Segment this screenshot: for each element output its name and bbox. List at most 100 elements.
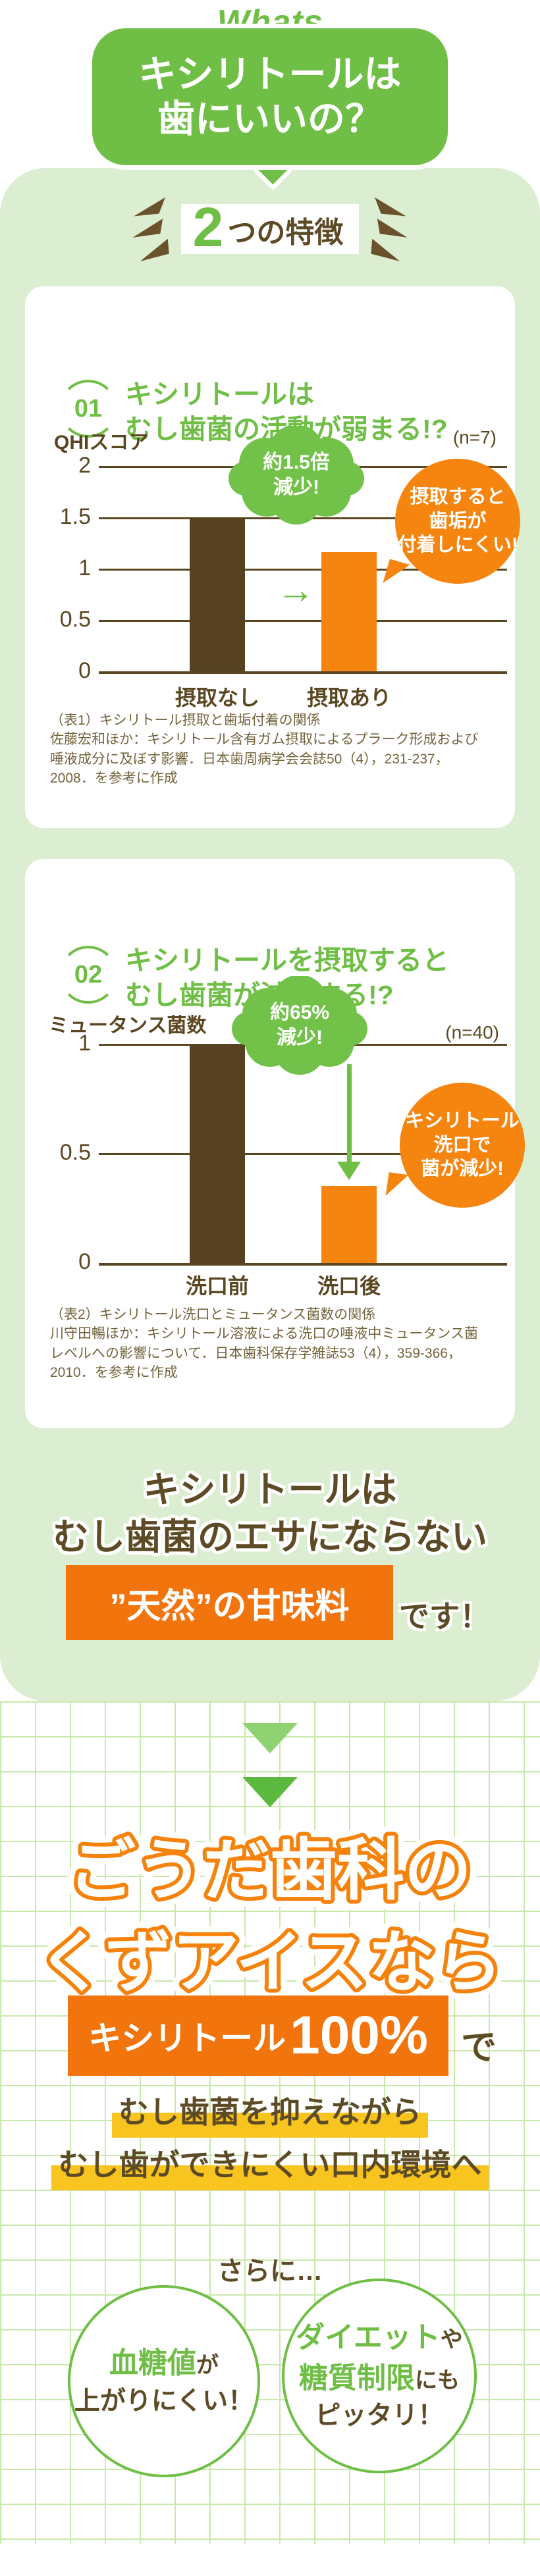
bar-before-rinse: [190, 1044, 245, 1263]
benefit1-sub: が: [196, 2352, 219, 2378]
benefit2-sub2: にも: [415, 2367, 460, 2393]
callout2-line: キシリトール: [404, 1110, 520, 1132]
y-tick: 1: [78, 1031, 91, 1056]
callout1-line: 付着しにくい!: [397, 534, 518, 556]
orange-callout-2: キシリトール 洗口で 菌が減少!: [400, 1083, 525, 1208]
benefit2-sub1: や: [440, 2327, 463, 2353]
benefit1-main: 血糖値: [109, 2346, 196, 2379]
natural-sweetener-box: ”天然”の甘味料: [66, 1565, 393, 1640]
percent-label: 100%: [290, 2005, 428, 2065]
footnote-line: （表2）キシリトール洗口とミュータンス菌数の関係: [50, 1307, 376, 1322]
card1-title-line: キシリトールは: [125, 379, 314, 409]
page-title-line: 歯にいいの？: [157, 98, 383, 140]
promo-title-line: くずアイスなら: [38, 1925, 502, 2000]
footnote-line: 唾液成分に及ぼす影響．日本歯周病学会会誌50（4），231-237，: [50, 751, 449, 767]
card2-sample-size: (n=40): [445, 1022, 499, 1043]
card1-title: キシリトールは むし歯菌の活動が弱まる!?: [125, 377, 448, 448]
footnote-line: 川守田暢ほか：キシリトール溶液による洗口の唾液中ミュータンス菌: [50, 1326, 478, 1342]
callout1-line: 摂取すると: [410, 486, 506, 508]
benefit-circle-blood-sugar: 血糖値が 上がりにくい！: [68, 2285, 260, 2477]
number-badge-02: 02: [59, 946, 117, 1004]
bar-after-rinse: [321, 1186, 377, 1263]
arrow-down-head-icon: [337, 1162, 361, 1180]
y-tick: 2: [78, 453, 91, 478]
card1-sample-size: (n=7): [452, 427, 497, 448]
page-title-line: キシリトールは: [138, 53, 402, 95]
summary-line: キシリトールは: [143, 1469, 397, 1510]
feature-card-1: 01 キシリトールは むし歯菌の活動が弱まる!? QHIスコア (n=7) 2 …: [25, 286, 520, 828]
bar-no-intake: [190, 517, 245, 671]
xylitol-100-box: キシリトール 100%: [68, 1996, 448, 2076]
y-tick: 1: [78, 555, 91, 580]
cloud1-text-line: 約1.5倍: [263, 451, 330, 473]
cloud-shape-icon: [232, 976, 367, 1075]
orange-callout-1: 摂取すると 歯垢が 付着しにくい!: [395, 459, 520, 584]
x-label-with-intake: 摂取あり: [306, 686, 391, 709]
footnote-line: 2008．を参考に作成: [50, 771, 178, 786]
highlight-text: むし歯ができにくい口内環境へ: [51, 2144, 489, 2190]
gridline-0-5: [99, 620, 507, 622]
y-tick: 0.5: [59, 1140, 91, 1165]
benefit2-main2: 糖質制限: [299, 2361, 415, 2394]
y-tick: 0: [78, 1249, 91, 1274]
highlight-row-2: むし歯ができにくい口内環境へ: [0, 2144, 540, 2190]
card1-y-axis-title: QHIスコア: [54, 432, 149, 453]
xylitol-label: キシリトール: [88, 2020, 286, 2057]
arrow-right-icon: →: [277, 569, 315, 611]
benefit1-line2: 上がりにくい！: [74, 2386, 254, 2415]
promo-title-line: ごうだ歯科の: [68, 1833, 472, 1908]
y-tick: 0: [78, 658, 91, 683]
x-label-before-rinse: 洗口前: [185, 1274, 249, 1298]
gridline-1: [99, 569, 507, 571]
cloud-annotation-2: 約65% 減少!: [230, 976, 369, 1075]
summary-suffix: です！: [399, 1599, 490, 1634]
gridline-0-5: [99, 1153, 507, 1155]
x-axis-line: [99, 671, 507, 674]
x-label-after-rinse: 洗口後: [317, 1274, 381, 1298]
feature-card-2: 02 キシリトールを摂取すると むし歯菌が減少する!? ミュータンス菌数 (n=…: [25, 859, 525, 1428]
card2-footnote: （表2）キシリトール洗口とミュータンス菌数の関係 川守田暢ほか：キシリトール溶液…: [50, 1305, 498, 1383]
more-label: さらに…: [217, 2257, 323, 2286]
features-count: 2: [192, 196, 224, 259]
features-count-box: 2 つの特徴: [180, 196, 360, 259]
number-badge-01: 01: [59, 380, 117, 438]
promo-title-line: ごうだ歯科の: [68, 1833, 472, 1908]
benefit2-line3: ピッタリ！: [315, 2402, 444, 2431]
summary-line: むし歯菌のエサにならない: [52, 1516, 487, 1557]
cloud1-text-line: 減少!: [273, 477, 319, 498]
y-tick: 1.5: [59, 504, 91, 529]
cloud-shape-icon: [229, 426, 364, 525]
highlight-row-1: むし歯菌を抑えながら: [0, 2092, 540, 2138]
callout-tail: [383, 559, 410, 589]
callout-tail: [385, 1172, 409, 1198]
y-tick: 0.5: [59, 607, 91, 632]
x-label-no-intake: 摂取なし: [175, 686, 259, 709]
benefit-circle-diet: ダイエットや 糖質制限にも ピッタリ！: [282, 2279, 477, 2473]
benefit2-line1: ダイエットや: [296, 2317, 463, 2358]
features-label: つの特徴: [227, 216, 344, 249]
arrow-down-icon: [347, 1064, 352, 1164]
card2-number: 02: [74, 960, 103, 989]
natural-sweetener-label: ”天然”の甘味料: [109, 1587, 350, 1626]
cloud-annotation-1: 約1.5倍 減少!: [227, 426, 365, 525]
cloud2-text-line: 減少!: [277, 1027, 323, 1048]
benefit1-line1: 血糖値が: [109, 2343, 219, 2384]
promo-title-line: くずアイスなら: [38, 1925, 502, 2000]
promo-title: ごうだ歯科の くずアイスなら ごうだ歯科の くずアイスなら: [28, 1823, 512, 2010]
footnote-line: レベルへの影響について．日本歯科保存学雑誌53（4），359-366，: [50, 1345, 462, 1361]
callout2-line: 洗口で: [433, 1134, 491, 1156]
footnote-line: 佐藤宏和ほか：キシリトール含有ガム摂取によるプラーク形成および: [50, 732, 479, 748]
x-axis-line: [99, 1263, 507, 1266]
features-heading: 2 つの特徴: [0, 196, 540, 262]
speed-lines-left-icon: [132, 197, 169, 262]
card1-number: 01: [74, 394, 103, 423]
highlight-text: むし歯菌を抑えながら: [112, 2092, 428, 2138]
title-speech-bubble: キシリトールは 歯にいいの？: [88, 24, 452, 170]
benefit2-line2: 糖質制限にも: [299, 2358, 460, 2399]
card1-footnote: （表1）キシリトール摂取と歯垢付着の関係 佐藤宏和ほか：キシリトール含有ガム摂取…: [50, 711, 498, 788]
cloud2-text-line: 約65%: [269, 1002, 330, 1023]
callout2-line: 菌が減少!: [421, 1158, 504, 1180]
footnote-line: （表1）キシリトール摂取と歯垢付着の関係: [50, 713, 321, 728]
particle-de: で: [461, 2028, 497, 2067]
